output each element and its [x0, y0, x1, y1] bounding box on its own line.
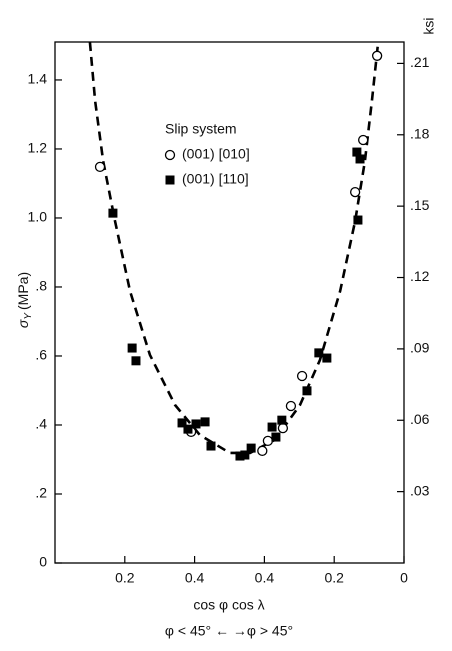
- y-tick-label: 1.4: [28, 71, 48, 87]
- square-marker: [177, 418, 187, 428]
- y-label-subscript: Y: [23, 312, 34, 320]
- circle-marker: [262, 435, 274, 447]
- square-marker: [353, 215, 363, 225]
- y2-tick-label: .06: [410, 411, 430, 427]
- y-tick-label: .2: [35, 485, 47, 501]
- x-tick-label: 0: [400, 570, 408, 586]
- y-tick-label: .8: [35, 278, 47, 294]
- y-tick-label: 1.0: [28, 209, 48, 225]
- y-tick-label: 1.2: [28, 140, 48, 156]
- y2-tick-label: .15: [410, 197, 430, 213]
- fit-curve: [88, 41, 380, 455]
- legend-label: (001) [010]: [182, 146, 250, 162]
- y2-tick-label: .09: [410, 340, 430, 356]
- circle-marker: [349, 186, 361, 198]
- x-tick-label: 0.2: [324, 570, 344, 586]
- y2-tick-label: .18: [410, 125, 430, 141]
- square-marker: [235, 451, 245, 461]
- square-marker: [240, 450, 250, 460]
- circle-marker: [164, 149, 176, 161]
- circle-marker: [285, 400, 297, 412]
- plot-frame: [54, 41, 405, 564]
- square-marker: [302, 386, 312, 396]
- square-marker: [127, 343, 137, 353]
- square-marker: [322, 353, 332, 363]
- square-marker: [183, 424, 193, 434]
- y-tick-label: 0: [39, 554, 47, 570]
- square-marker: [352, 147, 362, 157]
- y2-axis-label: ksi: [421, 17, 437, 34]
- square-marker: [267, 422, 277, 432]
- circle-marker: [94, 161, 106, 173]
- circle-marker: [371, 50, 383, 61]
- square-marker: [165, 175, 175, 185]
- square-marker: [314, 348, 324, 358]
- y2-tick-label: .03: [410, 482, 430, 498]
- x-tick-label: 0.2: [115, 570, 135, 586]
- circle-marker: [257, 445, 268, 457]
- square-marker: [200, 417, 210, 427]
- square-marker: [191, 419, 201, 429]
- x-tick-label: 0.4: [185, 570, 205, 586]
- square-marker: [271, 432, 281, 442]
- y-label-unit: (MPa): [15, 272, 31, 310]
- circle-marker: [296, 370, 308, 382]
- square-marker: [206, 441, 216, 451]
- square-marker: [277, 415, 287, 425]
- square-marker: [108, 208, 118, 218]
- y-label-symbol: σ: [15, 319, 31, 328]
- square-marker: [246, 443, 256, 453]
- y-tick-label: .4: [35, 416, 47, 432]
- y-tick-label: .6: [35, 347, 47, 363]
- y2-tick-label: .12: [410, 268, 430, 284]
- circle-marker: [277, 422, 289, 434]
- x-axis-label: cos φ cos λ: [193, 597, 264, 613]
- y-axis-label: σY (MPa): [15, 272, 34, 328]
- legend-label: (001) [110]: [182, 171, 249, 187]
- circle-marker: [358, 134, 369, 146]
- square-marker: [355, 154, 365, 164]
- legend-title: Slip system: [165, 121, 237, 137]
- x-axis-note: φ < 45° ← →φ > 45°: [165, 623, 293, 639]
- y2-tick-label: .21: [410, 54, 430, 70]
- square-marker: [131, 356, 141, 366]
- x-tick-label: 0.4: [255, 570, 275, 586]
